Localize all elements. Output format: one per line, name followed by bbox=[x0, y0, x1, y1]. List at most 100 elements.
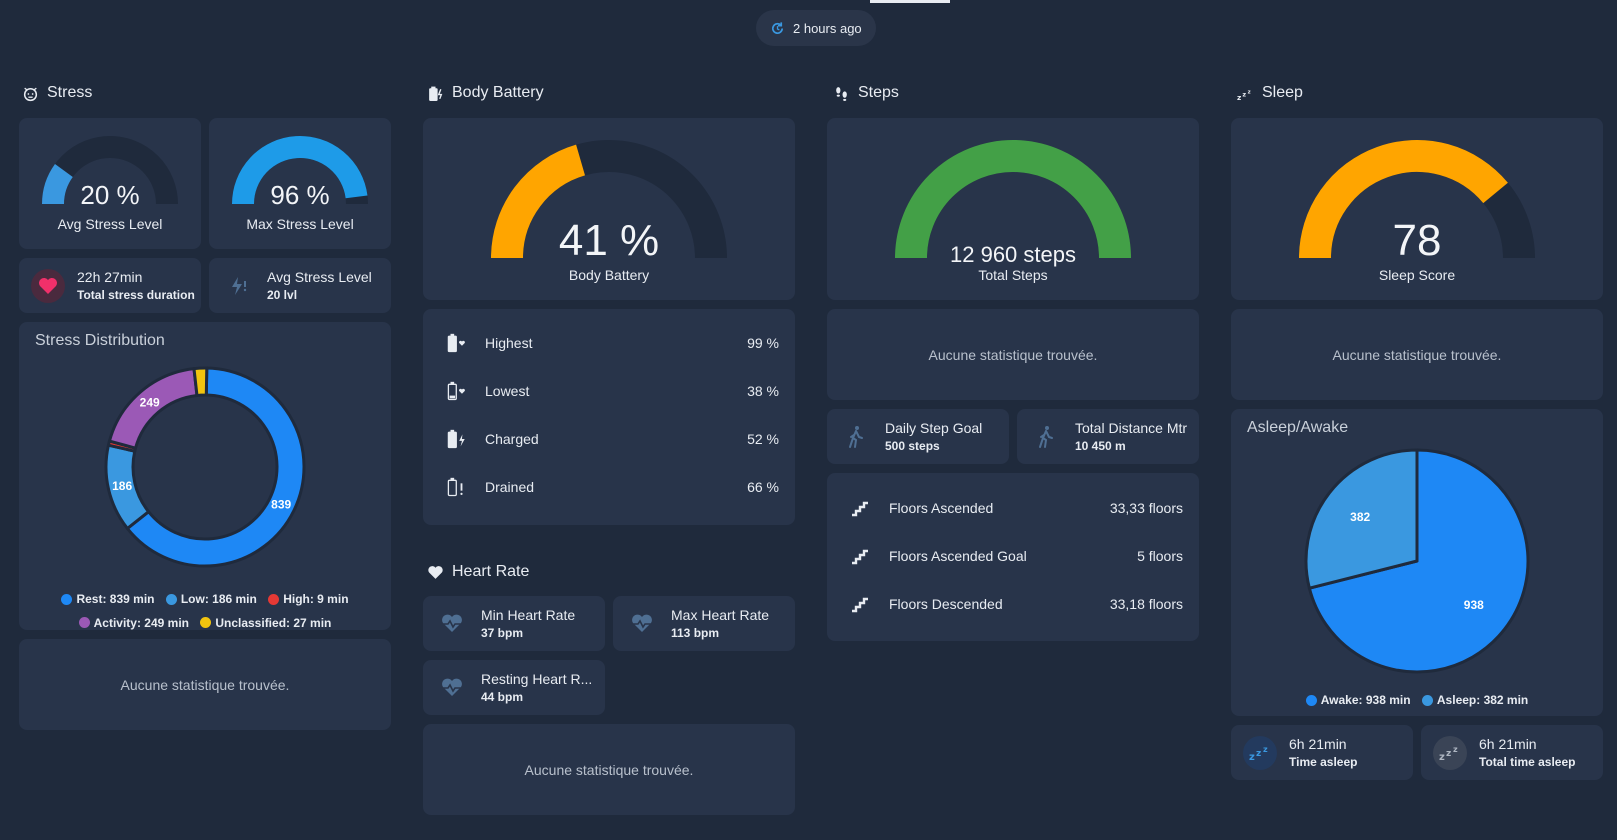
legend-rest[interactable]: Rest: 839 min bbox=[61, 588, 154, 610]
slice-rest[interactable] bbox=[125, 366, 306, 568]
daily-step-goal-card[interactable]: Daily Step Goal 500 steps bbox=[827, 409, 1009, 464]
total-time-asleep-value: 6h 21min bbox=[1479, 736, 1537, 752]
heart-empty-card: Aucune statistique trouvée. bbox=[423, 724, 795, 815]
stress-duration-card[interactable]: 22h 27min Total stress duration bbox=[19, 258, 201, 313]
svg-text:z: z bbox=[1237, 92, 1241, 101]
stress-duration-label: Total stress duration bbox=[77, 288, 195, 302]
body-battery-fill bbox=[491, 144, 586, 259]
stress-duration-value: 22h 27min bbox=[77, 269, 143, 285]
heart-pulse-icon bbox=[435, 671, 469, 705]
heart-pulse-icon bbox=[435, 607, 469, 641]
battery-heart-icon bbox=[445, 332, 467, 354]
steps-gauge-card: 12 960 steps Total Steps bbox=[827, 118, 1199, 300]
legend-unclassified[interactable]: Unclassified: 27 min bbox=[200, 612, 331, 634]
slice-label-activity: 249 bbox=[140, 395, 160, 409]
heart-icon bbox=[31, 268, 65, 303]
heart-empty-text: Aucune statistique trouvée. bbox=[524, 761, 694, 778]
stress-distribution-card: Stress Distribution 839 186 249 Rest: 839 … bbox=[19, 322, 391, 630]
min-heart-rate-card[interactable]: Min Heart Rate 37 bpm bbox=[423, 596, 605, 651]
slice-label-rest: 839 bbox=[271, 498, 291, 512]
section-title-heart-rate: Heart Rate bbox=[427, 563, 529, 581]
daily-step-goal-label: Daily Step Goal bbox=[885, 420, 983, 436]
max-stress-gauge bbox=[232, 136, 368, 205]
stairs-icon bbox=[849, 499, 871, 517]
legend-awake[interactable]: Awake: 938 min bbox=[1305, 693, 1411, 707]
resting-heart-rate-value: 44 bpm bbox=[481, 690, 524, 704]
slice-awake[interactable] bbox=[1307, 448, 1530, 674]
total-distance-card[interactable]: Total Distance Mtr 10 450 m bbox=[1017, 409, 1199, 464]
avg-stress-level-card[interactable]: Avg Stress Level 20 lvl bbox=[209, 258, 391, 313]
avg-stress-level-label: Avg Stress Level bbox=[267, 269, 372, 285]
stairs-icon bbox=[849, 595, 871, 613]
legend-asleep[interactable]: Asleep: 382 min bbox=[1421, 693, 1528, 707]
stairs-icon bbox=[849, 547, 871, 565]
avg-stress-value: 20 % bbox=[80, 180, 140, 210]
sleep-score-label: Sleep Score bbox=[1378, 267, 1456, 283]
refresh-icon bbox=[772, 21, 784, 34]
stress-legend: Rest: 839 min Low: 186 min High: 9 min A… bbox=[19, 588, 391, 635]
avg-stress-fill bbox=[42, 164, 74, 205]
min-heart-rate-value: 37 bpm bbox=[481, 626, 524, 640]
max-stress-gauge-card: 96 % Max Stress Level bbox=[209, 118, 391, 249]
svg-text:z: z bbox=[1446, 749, 1451, 759]
steps-value: 12 960 steps bbox=[950, 242, 1076, 267]
min-heart-rate-label: Min Heart Rate bbox=[481, 607, 576, 623]
avg-stress-gauge-card: 20 % Avg Stress Level bbox=[19, 118, 201, 249]
legend-high[interactable]: High: 9 min bbox=[268, 588, 349, 610]
heart-icon bbox=[428, 565, 443, 579]
slice-label-awake: 938 bbox=[1464, 598, 1484, 612]
body-battery-gauge bbox=[491, 140, 727, 259]
daily-step-goal-value: 500 steps bbox=[885, 439, 940, 453]
slice-label-asleep: 382 bbox=[1350, 510, 1370, 524]
battery-row-highest: Highest 99 % bbox=[423, 333, 795, 353]
section-title-stress: Stress bbox=[22, 84, 92, 102]
floors-row-ascended-goal: Floors Ascended Goal 5 floors bbox=[827, 546, 1199, 566]
resting-heart-rate-card[interactable]: Resting Heart R... 44 bpm bbox=[423, 660, 605, 715]
max-stress-value: 96 % bbox=[270, 180, 330, 210]
legend-low[interactable]: Low: 186 min bbox=[165, 588, 257, 610]
steps-fill bbox=[895, 140, 1131, 259]
body-battery-label: Body Battery bbox=[568, 267, 650, 283]
body-battery-value: 41 % bbox=[558, 216, 660, 265]
svg-text:z: z bbox=[1439, 752, 1445, 762]
max-stress-label: Max Stress Level bbox=[246, 216, 354, 232]
battery-row-lowest: Lowest 38 % bbox=[423, 381, 795, 401]
sleep-empty-card: Aucune statistique trouvée. bbox=[1231, 309, 1603, 400]
avg-stress-level-value: 20 lvl bbox=[267, 288, 298, 302]
battery-row-charged: Charged 52 % bbox=[423, 429, 795, 449]
body-battery-gauge-card: 41 % Body Battery bbox=[423, 118, 795, 300]
stress-donut-chart: 839 186 249 bbox=[104, 366, 306, 568]
sleep-score-value: 78 bbox=[1392, 216, 1442, 265]
svg-text:z: z bbox=[1263, 745, 1268, 754]
svg-text:z: z bbox=[1249, 752, 1255, 762]
max-heart-rate-card[interactable]: Max Heart Rate 113 bpm bbox=[613, 596, 795, 651]
body-battery-stats-card: Highest 99 % Lowest 38 % Charged 52 % Dr… bbox=[423, 309, 795, 525]
battery-charging-icon bbox=[429, 86, 443, 101]
asleep-awake-card: Asleep/Awake 938 382 Awake: 938 min Aslee… bbox=[1231, 409, 1603, 716]
walking-icon bbox=[1029, 420, 1063, 454]
avg-stress-label: Avg Stress Level bbox=[57, 216, 163, 232]
sleep-empty-text: Aucune statistique trouvée. bbox=[1332, 346, 1502, 363]
time-asleep-label: Time asleep bbox=[1289, 755, 1358, 769]
slice-asleep[interactable] bbox=[1304, 448, 1419, 590]
time-asleep-value: 6h 21min bbox=[1289, 736, 1347, 752]
asleep-awake-title: Asleep/Awake bbox=[1247, 419, 1349, 436]
heart-pulse-icon bbox=[625, 607, 659, 641]
battery-low-heart-icon bbox=[445, 380, 467, 402]
stress-empty-card: Aucune statistique trouvée. bbox=[19, 639, 391, 730]
max-heart-rate-label: Max Heart Rate bbox=[671, 607, 770, 623]
steps-empty-text: Aucune statistique trouvée. bbox=[928, 346, 1098, 363]
slice-unclassified[interactable] bbox=[192, 366, 209, 397]
svg-text:z: z bbox=[1242, 90, 1246, 98]
refresh-button[interactable]: 2 hours ago bbox=[756, 10, 876, 46]
max-stress-fill bbox=[232, 136, 368, 205]
resting-heart-rate-label: Resting Heart R... bbox=[481, 671, 593, 687]
legend-activity[interactable]: Activity: 249 min bbox=[78, 612, 189, 634]
floors-card: Floors Ascended 33,33 floors Floors Asce… bbox=[827, 473, 1199, 641]
lightning-alert-icon bbox=[221, 269, 255, 303]
